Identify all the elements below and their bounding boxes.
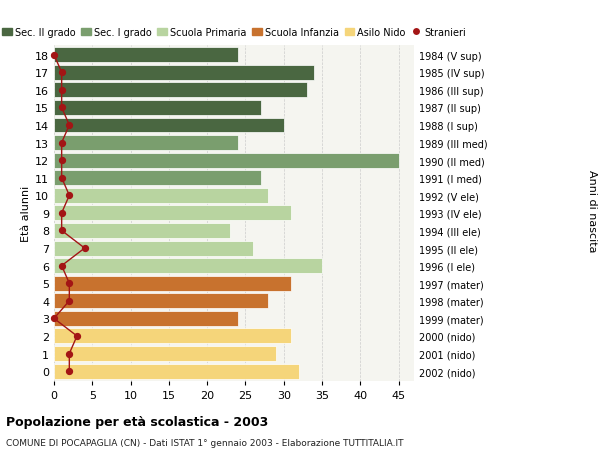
Bar — [54, 118, 284, 133]
Point — [57, 175, 67, 182]
Bar — [54, 258, 322, 274]
Point — [65, 192, 74, 200]
Bar — [54, 136, 238, 151]
Point — [57, 87, 67, 94]
Bar — [54, 241, 253, 256]
Bar — [54, 189, 268, 203]
Point — [65, 350, 74, 358]
Bar — [54, 224, 230, 238]
Bar — [54, 276, 292, 291]
Point — [57, 69, 67, 77]
Text: Anni di nascita: Anni di nascita — [587, 170, 597, 252]
Bar — [54, 171, 261, 186]
Bar — [54, 153, 398, 168]
Point — [57, 210, 67, 217]
Bar — [54, 206, 292, 221]
Point — [65, 122, 74, 129]
Bar — [54, 311, 238, 326]
Point — [57, 263, 67, 270]
Bar — [54, 347, 276, 361]
Text: COMUNE DI POCAPAGLIA (CN) - Dati ISTAT 1° gennaio 2003 - Elaborazione TUTTITALIA: COMUNE DI POCAPAGLIA (CN) - Dati ISTAT 1… — [6, 438, 404, 448]
Point — [72, 333, 82, 340]
Point — [57, 157, 67, 164]
Point — [65, 280, 74, 287]
Point — [65, 368, 74, 375]
Point — [57, 227, 67, 235]
Bar — [54, 83, 307, 98]
Bar — [54, 364, 299, 379]
Bar — [54, 48, 238, 63]
Bar — [54, 101, 261, 116]
Point — [49, 52, 59, 59]
Bar — [54, 294, 268, 308]
Point — [80, 245, 89, 252]
Bar — [54, 329, 292, 344]
Point — [65, 297, 74, 305]
Y-axis label: Età alunni: Età alunni — [21, 185, 31, 241]
Legend: Sec. II grado, Sec. I grado, Scuola Primaria, Scuola Infanzia, Asilo Nido, Stran: Sec. II grado, Sec. I grado, Scuola Prim… — [2, 28, 466, 38]
Point — [57, 105, 67, 112]
Text: Popolazione per età scolastica - 2003: Popolazione per età scolastica - 2003 — [6, 415, 268, 428]
Point — [49, 315, 59, 322]
Bar — [54, 66, 314, 80]
Point — [57, 140, 67, 147]
